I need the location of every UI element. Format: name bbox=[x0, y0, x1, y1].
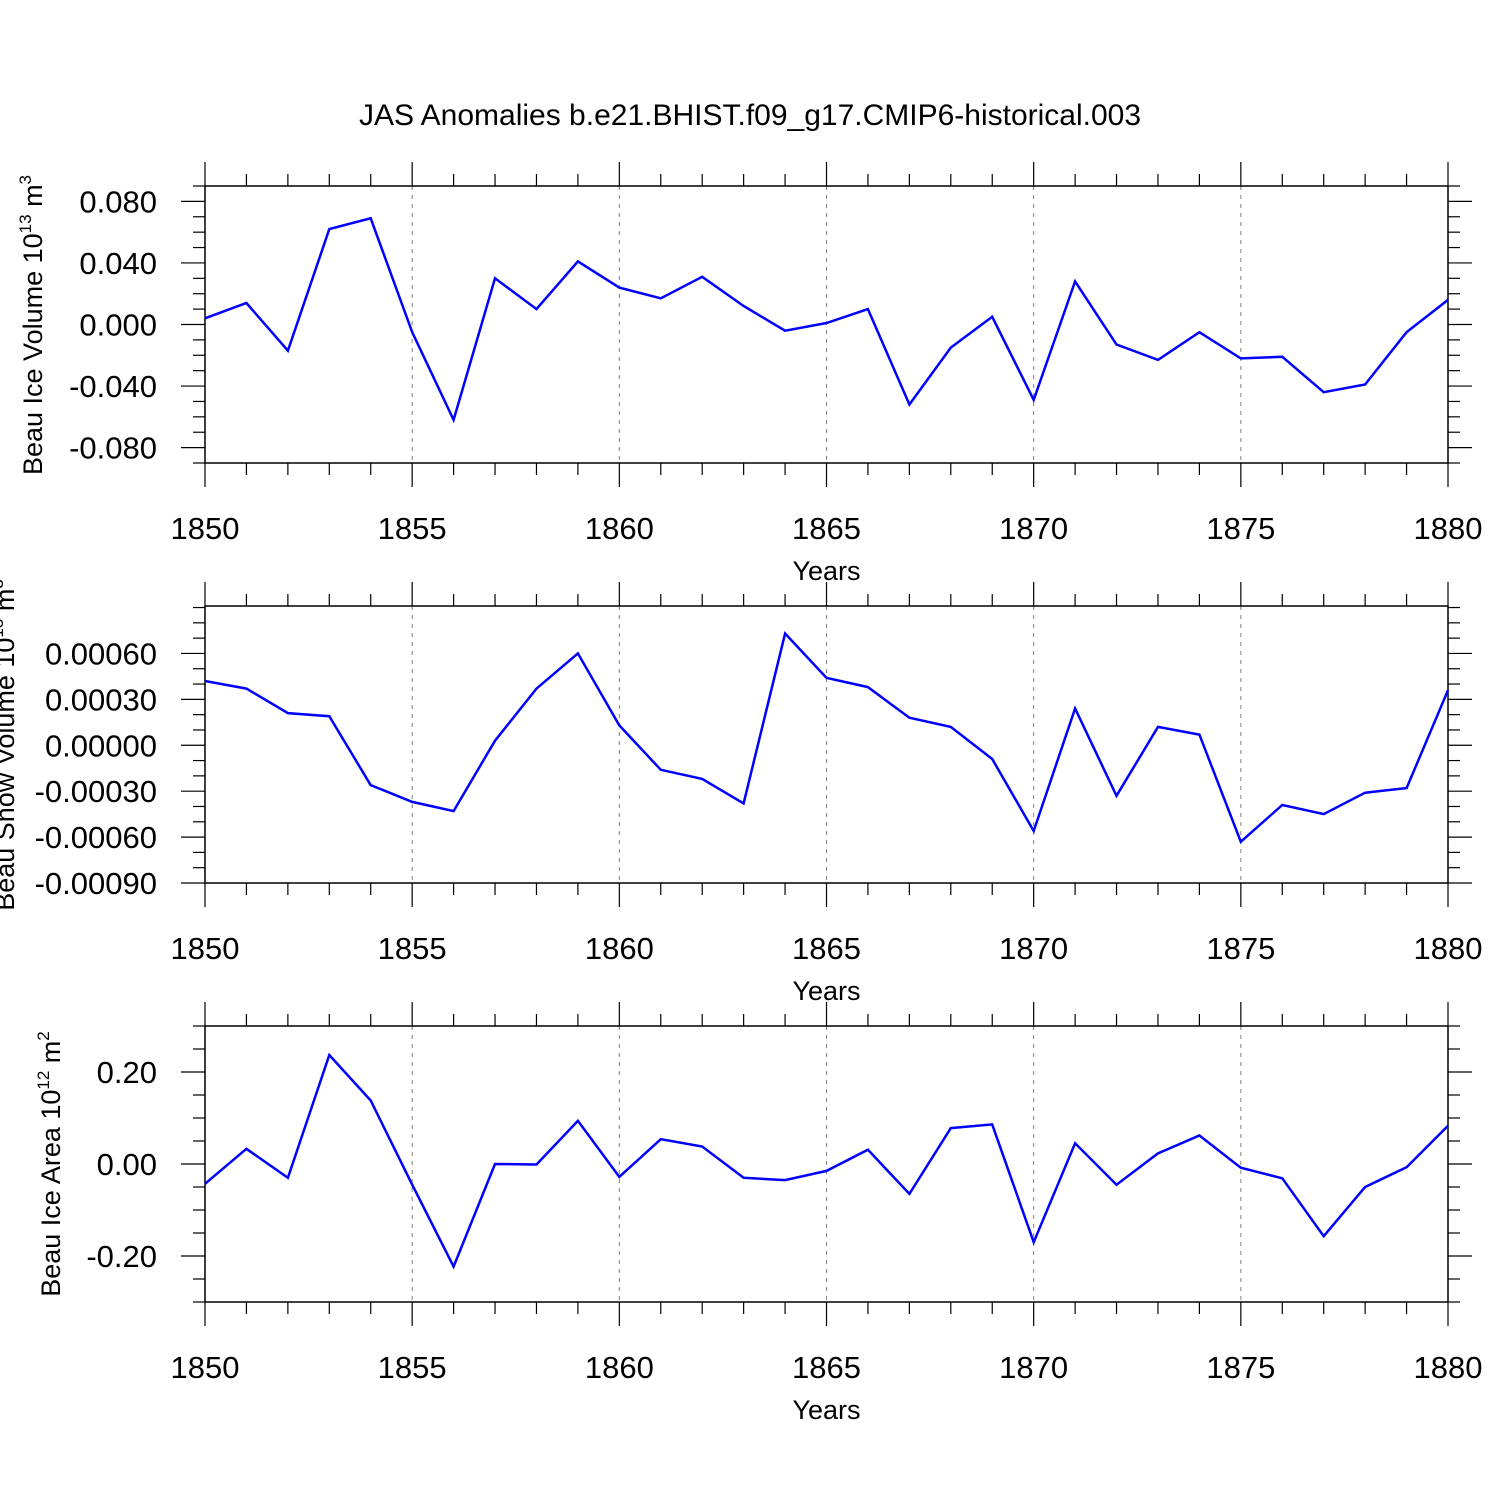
x-tick-label: 1850 bbox=[171, 931, 240, 966]
y-tick-label: -0.080 bbox=[69, 431, 157, 466]
x-tick-label: 1870 bbox=[999, 931, 1068, 966]
y-axis-label-part: Beau Ice Area 10 bbox=[36, 1090, 66, 1297]
series-line bbox=[204, 216, 1449, 424]
y-axis-label-part: Beau Snow Volume 10 bbox=[0, 638, 20, 911]
y-tick-label: 0.00060 bbox=[45, 636, 157, 671]
x-tick-label: 1880 bbox=[1414, 511, 1483, 546]
y-tick-label: 0.00030 bbox=[45, 682, 157, 717]
x-tick-label: 1855 bbox=[378, 931, 447, 966]
y-axis-label-part: 13 bbox=[0, 619, 7, 638]
y-tick-label: 0.040 bbox=[79, 246, 157, 281]
x-tick-label: 1860 bbox=[585, 1350, 654, 1385]
y-axis-label-part: 13 bbox=[16, 214, 35, 233]
y-axis-label-part: m bbox=[18, 184, 48, 214]
x-tick-label: 1875 bbox=[1206, 1350, 1275, 1385]
x-tick-label: 1880 bbox=[1414, 1350, 1483, 1385]
x-tick-label: 1865 bbox=[792, 1350, 861, 1385]
y-axis-label: Beau Ice Volume 1013 m3 bbox=[16, 175, 48, 475]
y-tick-label: -0.00030 bbox=[35, 774, 157, 809]
y-tick-label: -0.20 bbox=[86, 1239, 157, 1274]
x-tick-label: 1850 bbox=[171, 511, 240, 546]
x-axis-label: Years bbox=[792, 1395, 860, 1425]
x-axis-label: Years bbox=[792, 556, 860, 586]
y-axis-label-part: m bbox=[0, 589, 20, 619]
y-tick-label: -0.040 bbox=[69, 369, 157, 404]
x-tick-label: 1870 bbox=[999, 1350, 1068, 1385]
y-tick-label: 0.20 bbox=[97, 1055, 157, 1090]
y-tick-label: 0.00000 bbox=[45, 728, 157, 763]
y-axis-label-part: 3 bbox=[0, 579, 7, 588]
y-tick-label: 0.00 bbox=[97, 1147, 157, 1182]
x-tick-label: 1870 bbox=[999, 511, 1068, 546]
series-line bbox=[204, 1052, 1449, 1270]
y-axis-label-part: 3 bbox=[16, 175, 35, 184]
y-axis-label-part: m bbox=[36, 1041, 66, 1071]
y-axis-label: Beau Ice Area 1012 m2 bbox=[34, 1031, 66, 1297]
x-tick-label: 1855 bbox=[378, 511, 447, 546]
series-line bbox=[204, 630, 1450, 844]
x-tick-label: 1875 bbox=[1206, 931, 1275, 966]
y-tick-label: 0.080 bbox=[79, 184, 157, 219]
x-tick-label: 1865 bbox=[792, 511, 861, 546]
x-tick-label: 1855 bbox=[378, 1350, 447, 1385]
x-tick-label: 1860 bbox=[585, 931, 654, 966]
y-axis-label-part: 2 bbox=[34, 1031, 53, 1040]
y-axis-label-part: Beau Ice Volume 10 bbox=[18, 233, 48, 475]
x-tick-label: 1875 bbox=[1206, 511, 1275, 546]
x-tick-label: 1880 bbox=[1414, 931, 1483, 966]
y-axis-label: Beau Snow Volume 1013 m3 bbox=[0, 579, 20, 911]
y-tick-label: 0.000 bbox=[79, 308, 157, 343]
y-axis-label-part: 12 bbox=[34, 1071, 53, 1090]
chart-title: JAS Anomalies b.e21.BHIST.f09_g17.CMIP6-… bbox=[359, 99, 1141, 132]
x-axis-label: Years bbox=[792, 976, 860, 1006]
panel-2: 0.00060 0.00030 0.00000 -0.00030 -0.00060 -0.… bbox=[0, 579, 1482, 1006]
panel-1: 0.080 0.040 0.000 -0.040 -0.080 1850 1855 1860 1… bbox=[16, 162, 1482, 586]
y-tick-label: -0.00060 bbox=[35, 820, 157, 855]
x-tick-label: 1850 bbox=[171, 1350, 240, 1385]
panel-3: 0.20 0.00 -0.20 1850 1855 1860 1865 1870 1875 188… bbox=[34, 1002, 1482, 1425]
x-tick-label: 1865 bbox=[792, 931, 861, 966]
x-tick-label: 1860 bbox=[585, 511, 654, 546]
y-tick-label: -0.00090 bbox=[35, 866, 157, 901]
